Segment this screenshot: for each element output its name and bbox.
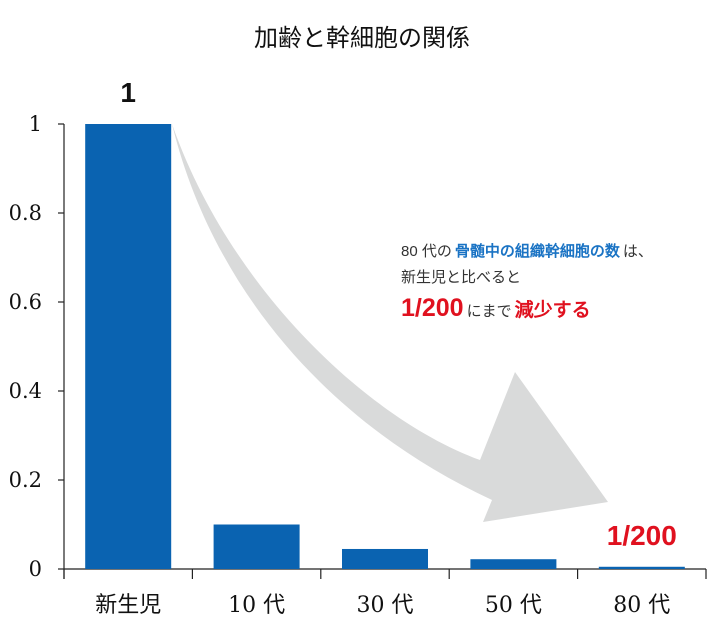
annotation-line: 新生児と比べると — [401, 269, 521, 286]
annotation-run: 骨髄中の組織幹細胞の数 — [455, 242, 621, 260]
y-axis: 0 0.2 0.4 0.6 0.8 1 — [9, 112, 65, 581]
annotation-run: 80 代の — [401, 243, 452, 260]
data-labels: 1 1/200 — [120, 77, 676, 551]
annotation-run: は、 — [623, 243, 653, 260]
annotation-run: 新生児と比べると — [401, 269, 521, 286]
bar — [598, 566, 685, 569]
x-tick-label: 新生児 — [95, 593, 161, 618]
x-axis: 新生児 10 代 30 代 50 代 80 代 — [63, 568, 707, 618]
y-tick-label: 0 — [29, 557, 42, 581]
x-tick-label: 50 代 — [485, 593, 542, 618]
annotation-run: 減少する — [515, 298, 591, 321]
x-tick-label: 30 代 — [357, 593, 414, 618]
bar — [342, 548, 428, 569]
bar — [470, 559, 557, 569]
annotation-line: 1/200 にまで 減少する — [401, 294, 591, 322]
bar — [85, 124, 172, 569]
bar — [213, 524, 300, 569]
y-tick-label: 0.8 — [9, 201, 42, 225]
annotation-run: 1/200 — [401, 294, 464, 322]
decrease-arrow-annotation — [172, 124, 608, 522]
y-tick-label: 0.2 — [9, 468, 42, 492]
bar-series — [85, 124, 685, 569]
x-tick-label: 80 代 — [613, 593, 670, 618]
data-label: 1 — [120, 77, 136, 108]
annotation-line: 80 代の 骨髄中の組織幹細胞の数 は、 — [401, 242, 653, 260]
y-tick-label: 0.6 — [9, 290, 42, 314]
chart-title: 加齢と幹細胞の関係 — [254, 24, 470, 52]
curved-arrow-icon — [172, 124, 608, 522]
annotation-run: にまで — [467, 303, 512, 320]
data-label: 1/200 — [607, 520, 677, 551]
y-tick-label: 0.4 — [9, 379, 42, 403]
x-tick-label: 10 代 — [228, 593, 285, 618]
y-tick-label: 1 — [29, 112, 42, 136]
